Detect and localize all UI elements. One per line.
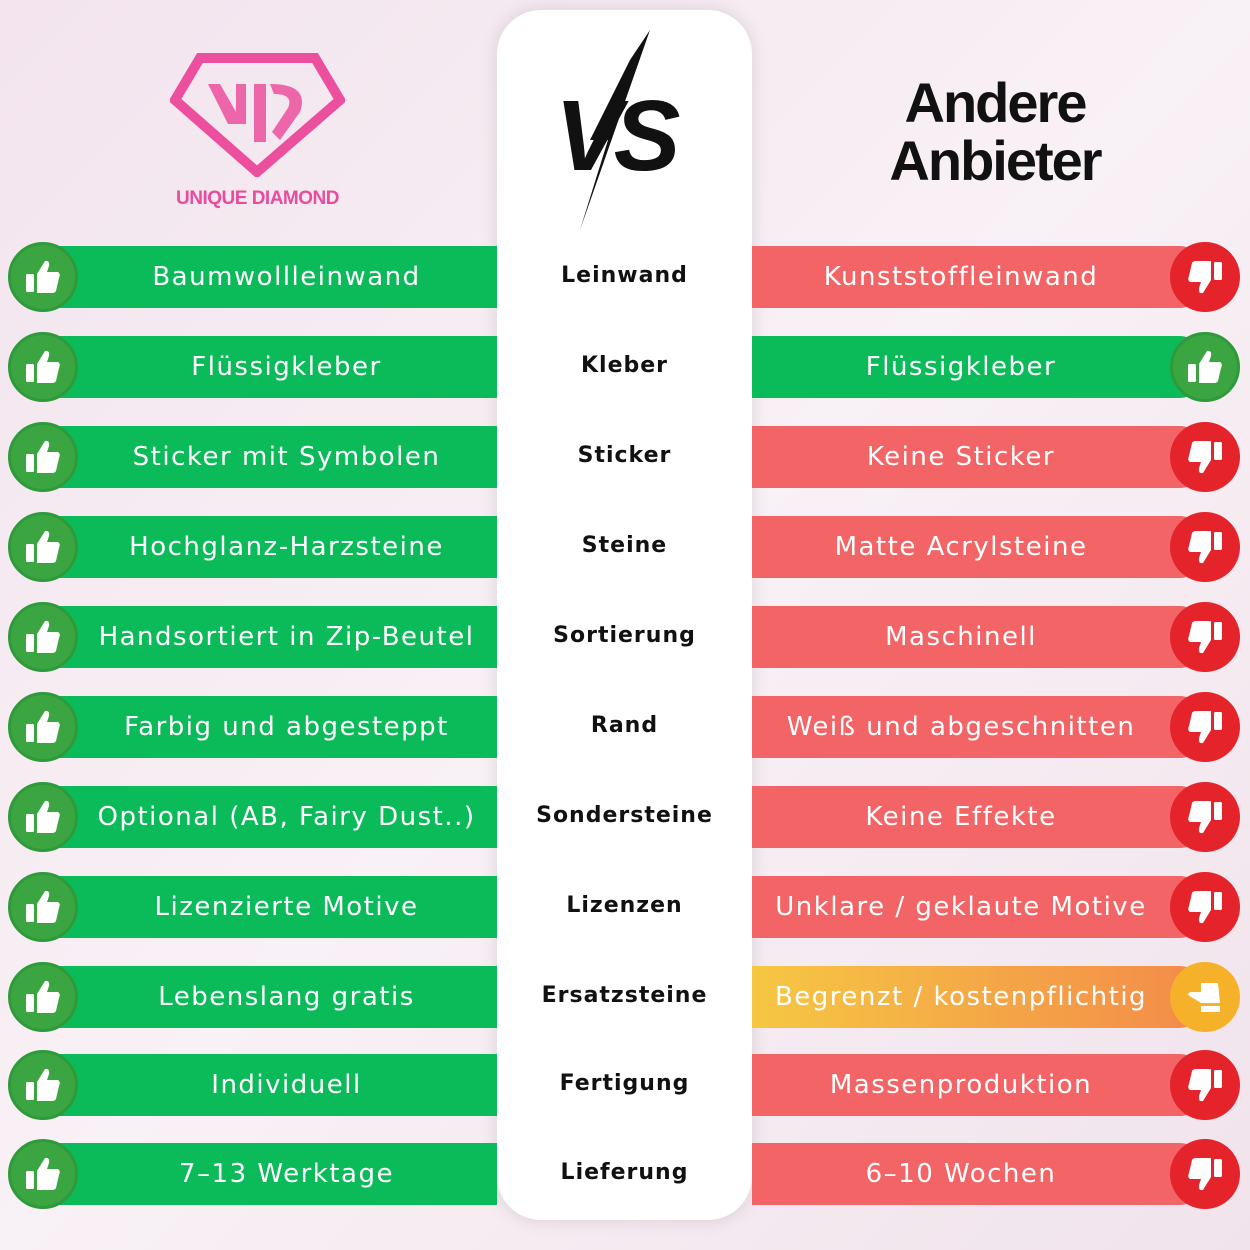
- theirs-feature: Keine Effekte: [752, 786, 1210, 848]
- ours-label: Flüssigkleber: [191, 352, 382, 382]
- ours-feature: Individuell: [40, 1054, 497, 1116]
- category-label: Leinwand: [561, 263, 688, 288]
- theirs-feature: Matte Acrylsteine: [752, 516, 1210, 578]
- ours-label: Sticker mit Symbolen: [132, 442, 441, 472]
- title-line: Anbieter: [889, 129, 1102, 192]
- thumbs-down-icon: [1170, 692, 1240, 762]
- hand-sideways-icon: [1170, 962, 1240, 1032]
- ours-label: Farbig und abgesteppt: [124, 712, 449, 742]
- thumbs-up-icon: [8, 422, 78, 492]
- thumbs-up-icon: [8, 512, 78, 582]
- category-label: Sondersteine: [536, 803, 713, 828]
- ours-label: Lizenzierte Motive: [154, 892, 419, 922]
- thumbs-down-icon: [1170, 512, 1240, 582]
- ours-label: Handsortiert in Zip-Beutel: [98, 622, 475, 652]
- ours-feature: 7–13 Werktage: [40, 1143, 497, 1205]
- category-label: Lizenzen: [566, 893, 683, 918]
- theirs-feature: Maschinell: [752, 606, 1210, 668]
- thumbs-down-icon: [1170, 602, 1240, 672]
- theirs-feature: Massenproduktion: [752, 1054, 1210, 1116]
- theirs-label: Begrenzt / kostenpflichtig: [774, 982, 1148, 1012]
- category-label: Sortierung: [553, 623, 696, 648]
- theirs-feature: Keine Sticker: [752, 426, 1210, 488]
- theirs-label: Matte Acrylsteine: [834, 532, 1088, 562]
- theirs-label: Kunststoffleinwand: [823, 262, 1099, 292]
- theirs-label: Unklare / geklaute Motive: [775, 892, 1147, 922]
- ours-feature: Farbig und abgesteppt: [40, 696, 497, 758]
- ours-feature: Lizenzierte Motive: [40, 876, 497, 938]
- svg-text:VS: VS: [555, 80, 680, 192]
- thumbs-down-icon: [1170, 1050, 1240, 1120]
- ours-label: Optional (AB, Fairy Dust..): [97, 802, 476, 832]
- ours-feature: Optional (AB, Fairy Dust..): [40, 786, 497, 848]
- thumbs-up-icon: [8, 602, 78, 672]
- category-label: Ersatzsteine: [541, 983, 708, 1008]
- theirs-label: Keine Sticker: [866, 442, 1056, 472]
- theirs-feature: Weiß und abgeschnitten: [752, 696, 1210, 758]
- category-label: Fertigung: [559, 1071, 690, 1096]
- vs-logo: VS: [555, 30, 688, 230]
- thumbs-up-icon: [8, 692, 78, 762]
- theirs-feature: 6–10 Wochen: [752, 1143, 1210, 1205]
- thumbs-up-icon: [8, 1050, 78, 1120]
- category-label: Lieferung: [560, 1160, 689, 1185]
- center-panel: [497, 10, 752, 1220]
- ours-label: Individuell: [211, 1070, 362, 1100]
- thumbs-up-icon: [8, 332, 78, 402]
- category-label: Sticker: [577, 443, 672, 468]
- theirs-feature: Unklare / geklaute Motive: [752, 876, 1210, 938]
- theirs-label: Flüssigkleber: [865, 352, 1057, 382]
- ours-label: Hochglanz-Harzsteine: [129, 532, 444, 562]
- ours-feature: Baumwollleinwand: [40, 246, 497, 308]
- ours-feature: Handsortiert in Zip-Beutel: [40, 606, 497, 668]
- category-label: Steine: [581, 533, 668, 558]
- ours-feature: Flüssigkleber: [40, 336, 497, 398]
- other-providers-title: Andere Anbieter: [840, 74, 1150, 190]
- thumbs-down-icon: [1170, 1139, 1240, 1209]
- unique-diamond-logo: [170, 53, 345, 177]
- ours-label: Lebenslang gratis: [158, 982, 415, 1012]
- theirs-label: Massenproduktion: [829, 1070, 1093, 1100]
- thumbs-up-icon: [8, 872, 78, 942]
- category-label: Kleber: [580, 353, 669, 378]
- theirs-feature: Flüssigkleber: [752, 336, 1210, 398]
- ours-feature: Sticker mit Symbolen: [40, 426, 497, 488]
- theirs-label: 6–10 Wochen: [865, 1159, 1057, 1189]
- ours-feature: Hochglanz-Harzsteine: [40, 516, 497, 578]
- thumbs-down-icon: [1170, 422, 1240, 492]
- ours-label: 7–13 Werktage: [179, 1159, 394, 1189]
- thumbs-down-icon: [1170, 872, 1240, 942]
- theirs-label: Weiß und abgeschnitten: [786, 712, 1136, 742]
- thumbs-up-icon: [8, 242, 78, 312]
- category-label: Rand: [590, 713, 659, 738]
- thumbs-down-icon: [1170, 242, 1240, 312]
- brand-name: UNIQUE DIAMOND: [176, 188, 339, 209]
- ours-label: Baumwollleinwand: [152, 262, 421, 292]
- theirs-label: Maschinell: [885, 622, 1037, 652]
- thumbs-up-icon: [8, 1139, 78, 1209]
- theirs-feature: Begrenzt / kostenpflichtig: [752, 966, 1210, 1028]
- thumbs-up-icon: [8, 962, 78, 1032]
- theirs-feature: Kunststoffleinwand: [752, 246, 1210, 308]
- thumbs-up-icon: [8, 782, 78, 852]
- thumbs-up-icon: [1170, 332, 1240, 402]
- thumbs-down-icon: [1170, 782, 1240, 852]
- title-line: Andere: [904, 71, 1088, 134]
- ours-feature: Lebenslang gratis: [40, 966, 497, 1028]
- theirs-label: Keine Effekte: [865, 802, 1057, 832]
